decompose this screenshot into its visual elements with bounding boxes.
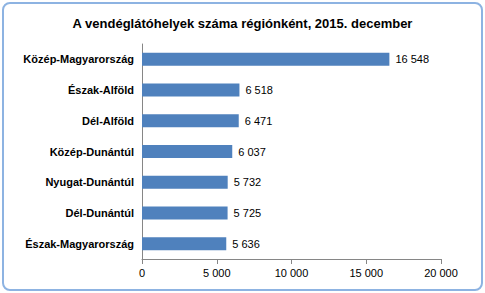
svg-text:5 000: 5 000 [203,267,231,279]
svg-text:6 518: 6 518 [245,84,273,96]
svg-text:0: 0 [139,267,145,279]
svg-text:Észak-Magyarország: Észak-Magyarország [25,238,134,250]
svg-text:Észak-Alföld: Észak-Alföld [68,84,134,96]
svg-text:Dél-Alföld: Dél-Alföld [82,115,134,127]
svg-text:5 732: 5 732 [234,176,262,188]
svg-text:Közép-Magyarország: Közép-Magyarország [23,53,134,65]
svg-text:5 725: 5 725 [234,207,262,219]
svg-text:Nyugat-Dunántúl: Nyugat-Dunántúl [45,176,134,188]
svg-text:15 000: 15 000 [349,267,383,279]
svg-text:Dél-Dunántúl: Dél-Dunántúl [66,207,134,219]
svg-text:6 471: 6 471 [245,115,273,127]
svg-text:A vendéglátóhelyek száma régió: A vendéglátóhelyek száma régiónként, 201… [73,16,413,31]
svg-text:20 000: 20 000 [424,267,458,279]
svg-text:10 000: 10 000 [275,267,309,279]
svg-text:6 037: 6 037 [238,146,266,158]
svg-text:5 636: 5 636 [232,238,260,250]
svg-text:Közép-Dunántúl: Közép-Dunántúl [50,146,134,158]
svg-text:16 548: 16 548 [395,53,429,65]
